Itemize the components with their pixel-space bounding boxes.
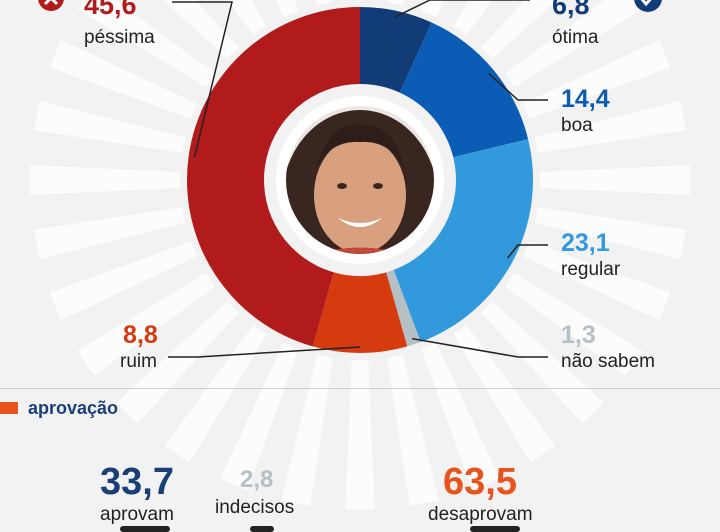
slice-label-ruim: ruim	[120, 351, 157, 373]
cropped-text-fragment	[250, 526, 274, 532]
slice-value-otima: 6,8	[552, 0, 590, 20]
slice-label-boa: boa	[561, 115, 593, 137]
slice-label-otima: ótima	[552, 27, 598, 49]
background-ray	[34, 101, 185, 153]
disapprove-value: 63,5	[443, 462, 517, 502]
approve-label: aprovam	[100, 504, 174, 526]
slice-value-regular: 23,1	[561, 228, 610, 258]
approve-value: 33,7	[100, 462, 174, 502]
background-ray	[281, 355, 333, 506]
background-ray	[540, 165, 690, 195]
slice-value-nao-sabem: 1,3	[561, 320, 596, 350]
background-ray	[345, 360, 375, 510]
slice-label-regular: regular	[561, 259, 620, 281]
section-divider	[0, 388, 720, 389]
background-ray	[535, 207, 686, 259]
undecided-value: 2,8	[240, 466, 273, 494]
background-ray	[535, 101, 686, 153]
slice-value-boa: 14,4	[561, 84, 610, 114]
cropped-text-fragment	[120, 526, 170, 532]
cropped-text-fragment	[470, 526, 520, 532]
background-ray	[34, 207, 185, 259]
slice-label-pessima: péssima	[84, 27, 155, 49]
disapprove-label: desaprovam	[428, 504, 533, 526]
slice-value-pessima: 45,6	[84, 0, 137, 20]
background-ray	[30, 165, 180, 195]
slice-label-nao-sabem: não sabem	[561, 351, 655, 373]
section-marker	[0, 402, 18, 414]
approval-title: aprovação	[28, 398, 118, 419]
cross-badge-icon	[38, 0, 64, 11]
slice-value-ruim: 8,8	[123, 320, 158, 350]
background-ray	[387, 355, 439, 506]
undecided-label: indecisos	[215, 497, 294, 519]
